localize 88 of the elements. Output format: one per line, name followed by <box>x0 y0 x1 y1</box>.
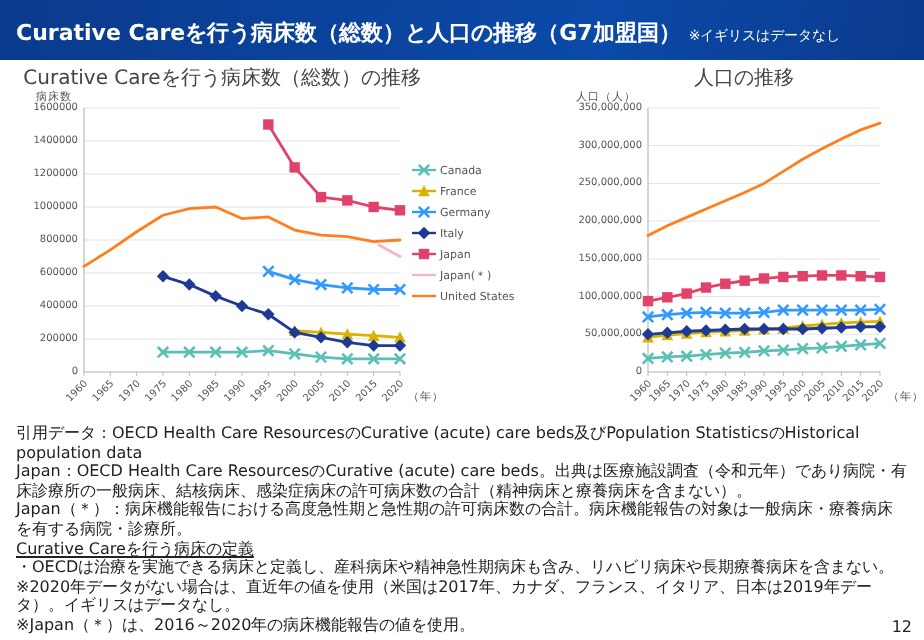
text: Curative Careを行う病床の定義 <box>16 539 256 559</box>
point <box>776 303 790 317</box>
text: ※Japan（＊）は、2016～2020年の病床機能報告の値を使用。 <box>16 615 476 634</box>
point <box>662 292 673 303</box>
point <box>289 162 300 173</box>
point <box>815 303 829 317</box>
point <box>836 270 847 281</box>
point <box>834 339 848 353</box>
point <box>261 264 275 278</box>
point <box>368 201 379 213</box>
line-series <box>646 121 882 237</box>
point <box>288 273 302 287</box>
point <box>815 341 829 355</box>
point <box>367 352 381 366</box>
point <box>660 350 674 364</box>
point <box>718 306 732 320</box>
point <box>873 336 887 350</box>
point <box>739 275 750 286</box>
point <box>156 345 170 359</box>
point <box>642 295 654 307</box>
point <box>314 331 328 344</box>
point <box>815 322 829 335</box>
point <box>342 195 353 206</box>
text: 12 <box>891 618 912 636</box>
text: ・OECDは治療を実施できる病床と定義し、産科病床や精神急性期病床も含み、リハビリ病床や長期療養病床を含まない。 <box>16 558 897 578</box>
line-series <box>82 205 402 268</box>
point <box>835 321 848 334</box>
point <box>681 288 692 299</box>
chart-title: Curative Careを行う病床数（総数）の推移 <box>23 66 421 90</box>
point <box>182 345 196 359</box>
text: Curative Careを行う病床数（総数）と人口の推移（G7加盟国） <box>16 20 681 46</box>
point <box>394 205 406 216</box>
text: ※2020年データがない場合は、直近年の値を使用（米国は2017年、カナダ、フランス、イタリア、日本は2019年データ）。イギリスはデータなし。 <box>16 577 874 616</box>
point <box>393 283 407 296</box>
point <box>854 320 867 333</box>
point <box>699 305 713 319</box>
point <box>796 342 810 356</box>
point <box>738 345 752 359</box>
point <box>720 278 731 289</box>
point <box>209 289 222 303</box>
point <box>641 310 655 324</box>
point <box>873 320 887 333</box>
text: Japan（＊）：病床機能報告における高度急性期と急性期の許可病床数の合計。病床機能報告の対象は一般病床・療養病床を有する病院・診療所。 <box>16 500 895 540</box>
point <box>340 352 354 366</box>
point <box>757 305 771 319</box>
point <box>235 345 249 359</box>
point <box>315 191 327 203</box>
point <box>367 339 380 352</box>
point <box>758 273 770 284</box>
point <box>641 351 655 365</box>
point <box>874 271 886 283</box>
point <box>700 282 712 293</box>
point <box>367 329 380 341</box>
point <box>183 278 196 291</box>
point <box>776 343 790 357</box>
point <box>393 352 407 366</box>
point <box>209 345 223 359</box>
point <box>738 306 752 320</box>
point <box>156 270 170 283</box>
point <box>699 348 713 362</box>
point <box>314 278 328 292</box>
point <box>235 299 249 313</box>
point <box>314 350 328 364</box>
point <box>263 119 274 130</box>
text: Japan：OECD Health Care ResourcesのCurative (acute) care beds。出典は医療施設調査（令和元年）であり病院・有床診療所の一般病床、結核病床、感染症病床の許可病床数の合計（精神病床と療養病床を含まない）。 <box>16 462 908 500</box>
point <box>854 338 868 352</box>
point <box>660 308 674 322</box>
point <box>340 281 354 295</box>
point <box>778 271 789 283</box>
point <box>288 347 302 361</box>
point <box>796 303 810 317</box>
point <box>262 308 275 321</box>
point <box>367 283 381 296</box>
point <box>873 302 887 316</box>
point <box>757 344 771 358</box>
point <box>393 339 407 352</box>
point <box>261 344 275 358</box>
point <box>855 271 866 282</box>
point <box>797 271 808 282</box>
point <box>680 306 694 320</box>
point <box>854 303 868 317</box>
point <box>718 346 732 360</box>
chart-title: 人口の推移 <box>694 66 794 90</box>
point <box>816 270 828 281</box>
point <box>680 349 694 363</box>
point <box>834 303 848 317</box>
text: 引用データ：OECD Health Care ResourcesのCurative (acute) care beds及びPopulation StatisticsのHistorical population data <box>16 424 862 463</box>
point <box>341 336 354 349</box>
